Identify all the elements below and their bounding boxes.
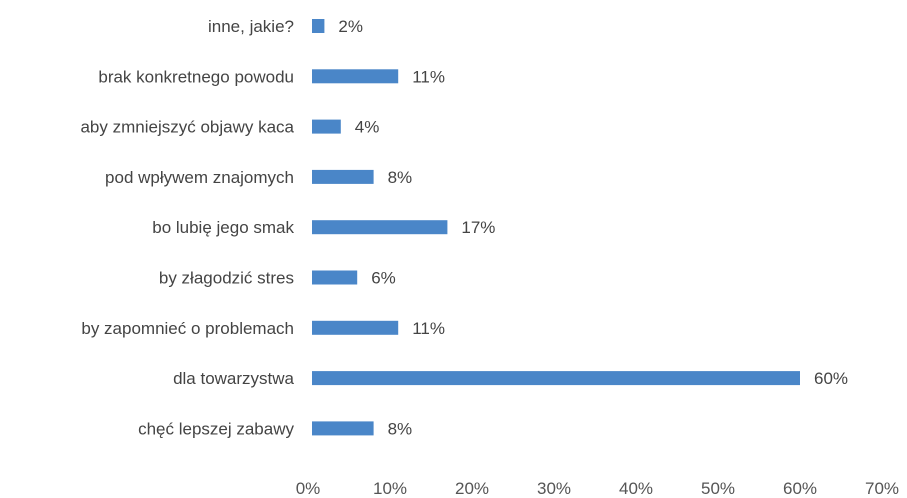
value-label: 4% xyxy=(355,118,380,137)
bars-group xyxy=(312,19,800,436)
bar xyxy=(312,421,374,436)
value-label: 60% xyxy=(814,369,848,388)
x-tick-label: 0% xyxy=(296,479,321,498)
value-label: 2% xyxy=(338,17,363,36)
category-label: bo lubię jego smak xyxy=(152,218,294,237)
x-axis-ticks: 0% 10% 20% 30% 40% 50% 60% 70% xyxy=(296,479,899,498)
bar xyxy=(312,371,800,386)
bar xyxy=(312,270,358,285)
category-label: chęć lepszej zabawy xyxy=(138,419,294,438)
category-label: by złagodzić stres xyxy=(159,269,294,288)
bar xyxy=(312,119,341,134)
x-tick-label: 50% xyxy=(701,479,735,498)
bar xyxy=(312,220,448,235)
category-label: brak konkretnego powodu xyxy=(98,67,294,86)
category-label: inne, jakie? xyxy=(208,17,294,36)
x-tick-label: 60% xyxy=(783,479,817,498)
x-tick-label: 40% xyxy=(619,479,653,498)
category-label: pod wpływem znajomych xyxy=(105,168,294,187)
category-label: dla towarzystwa xyxy=(173,369,294,388)
value-label: 11% xyxy=(412,319,445,338)
x-tick-label: 20% xyxy=(455,479,489,498)
bar xyxy=(312,320,399,335)
category-labels: inne, jakie? brak konkretnego powodu aby z… xyxy=(80,17,294,438)
value-label: 17% xyxy=(461,218,495,237)
value-label: 8% xyxy=(388,168,413,187)
x-tick-label: 10% xyxy=(373,479,407,498)
value-labels: 2% 11% 4% 8% 17% 6% 11% 60% 8% xyxy=(338,17,848,438)
x-tick-label: 30% xyxy=(537,479,571,498)
category-label: by zapomnieć o problemach xyxy=(81,319,294,338)
category-label: aby zmniejszyć objawy kaca xyxy=(80,118,294,137)
bar xyxy=(312,19,325,33)
value-label: 8% xyxy=(388,419,413,438)
bar xyxy=(312,169,374,184)
x-tick-label: 70% xyxy=(865,479,899,498)
value-label: 6% xyxy=(371,269,396,288)
value-label: 11% xyxy=(412,67,445,86)
bar xyxy=(312,69,399,84)
